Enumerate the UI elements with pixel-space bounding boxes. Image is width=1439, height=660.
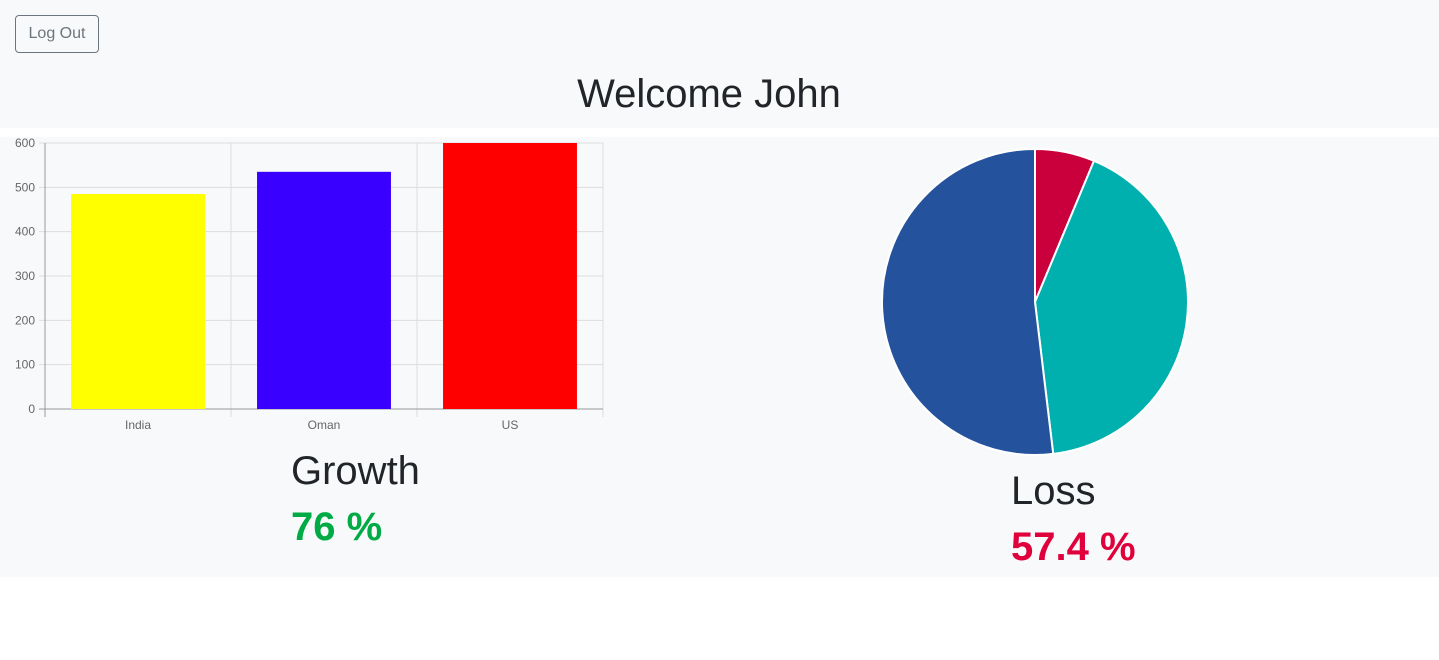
y-tick-label: 400 [15,225,35,239]
pie-slice-3 [881,147,1055,456]
y-tick-label: 200 [15,313,35,327]
y-tick-label: 300 [15,269,35,283]
x-tick-label: US [502,418,519,432]
growth-value: 76 % [291,505,383,549]
welcome-heading: Welcome John [577,72,841,116]
y-tick-label: 600 [15,137,35,150]
header-bar: Log Out Welcome John [0,0,1439,128]
y-tick-label: 100 [15,358,35,372]
logout-button[interactable]: Log Out [15,15,99,53]
bar-india [71,193,205,409]
bar-chart: 0 100 200 300 400 500 600 India Oman US [15,137,604,432]
x-tick-label: Oman [308,418,341,432]
loss-value: 57.4 % [1011,525,1136,569]
pie-slice-2 [1033,159,1189,456]
y-tick-label: 0 [28,402,35,416]
growth-title: Growth [291,449,420,493]
bar-oman [257,171,391,409]
pie-chart [881,147,1189,456]
dashboard-content: 0 100 200 300 400 500 600 India Oman US Growth 76… [0,137,1439,577]
x-tick-label: India [125,418,151,432]
bar-us [443,143,577,409]
y-tick-label: 500 [15,180,35,194]
loss-title: Loss [1011,469,1096,513]
